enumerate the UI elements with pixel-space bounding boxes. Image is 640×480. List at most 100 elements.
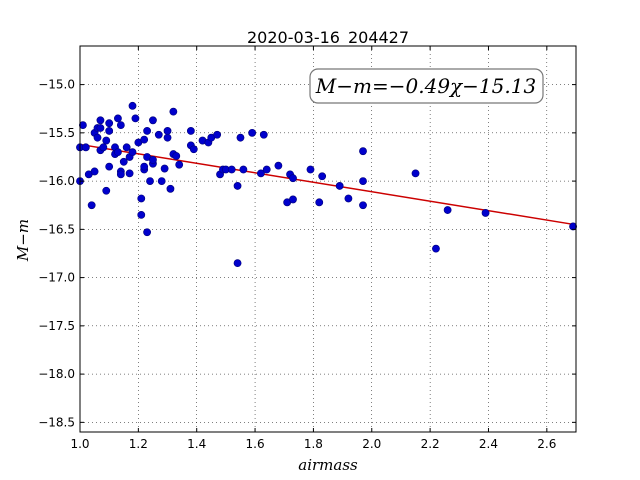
x-tick-label: 2.2 [421, 437, 440, 451]
y-tick-label: −17.0 [38, 271, 75, 285]
data-point [248, 128, 257, 137]
data-point [116, 170, 125, 179]
data-point [105, 119, 114, 128]
data-point [128, 148, 137, 157]
data-point [443, 206, 452, 214]
data-point [259, 130, 268, 139]
data-point [166, 184, 175, 193]
y-axis-label: M−m [14, 219, 32, 262]
data-point [137, 210, 146, 219]
data-point [318, 172, 327, 181]
data-point [186, 127, 195, 135]
data-point [154, 130, 163, 139]
x-tick-label: 2.4 [479, 437, 498, 451]
x-tick-label: 1.4 [187, 437, 206, 451]
data-point [359, 147, 367, 156]
data-point [105, 127, 114, 135]
data-point [289, 195, 297, 204]
data-point [262, 165, 271, 174]
data-point [119, 157, 128, 166]
data-point [256, 169, 265, 178]
data-point [172, 152, 181, 160]
data-point [274, 161, 283, 170]
data-point [102, 186, 111, 195]
data-point [99, 143, 108, 152]
data-point [146, 177, 154, 185]
data-point [122, 143, 131, 152]
y-tick-labels: −15.0 −15.5 −16.0 −16.5 −17.0 −17.5 −18.0 −18.5 [38, 78, 75, 430]
data-point [114, 114, 122, 123]
data-point [233, 182, 242, 190]
data-point [411, 169, 420, 178]
data-point [143, 228, 152, 237]
x-tick-label: 2.0 [362, 437, 381, 451]
plot-area [76, 45, 577, 433]
y-tick-label: −16.0 [38, 174, 75, 188]
x-axis-label: airmass [298, 456, 358, 474]
fit-annotation: M−m=−0.49χ−15.13 [309, 68, 544, 104]
y-tick-label: −15.5 [38, 126, 75, 140]
data-point [481, 209, 490, 217]
data-point [335, 182, 344, 190]
data-point [344, 194, 353, 203]
data-point [306, 165, 315, 174]
data-point [81, 143, 90, 152]
data-point [239, 165, 248, 174]
data-point [233, 259, 242, 268]
data-point [79, 121, 87, 130]
data-point [149, 116, 157, 125]
data-point [432, 244, 440, 253]
data-points [76, 101, 577, 268]
annotation-text: M−m=−0.49χ−15.13 [315, 74, 536, 98]
data-point [289, 174, 297, 183]
data-point [131, 114, 140, 123]
y-tick-label: −18.0 [38, 367, 75, 381]
data-point [105, 162, 114, 171]
chart-title: 2020-03-16_204427 [247, 28, 409, 48]
data-point [149, 155, 157, 164]
data-point [189, 145, 198, 154]
data-point [143, 127, 152, 135]
plot-frame [79, 45, 577, 433]
data-point [169, 107, 178, 116]
data-point [128, 101, 137, 110]
x-tick-labels: 1.0 1.2 1.4 1.6 1.8 2.0 2.2 2.4 2.6 [70, 437, 556, 451]
x-tick-label: 1.6 [246, 437, 265, 451]
data-point [175, 160, 184, 169]
data-point [213, 130, 222, 139]
data-point [359, 201, 367, 210]
data-point [137, 194, 146, 203]
data-point [96, 124, 105, 132]
y-tick-label: −17.5 [38, 319, 75, 333]
annotation-box [309, 68, 544, 104]
data-point [90, 167, 99, 176]
data-point [359, 177, 367, 185]
fit-line [79, 143, 577, 226]
data-point [160, 164, 169, 173]
x-tick-label: 2.6 [537, 437, 556, 451]
data-point [93, 133, 102, 142]
data-point [140, 162, 149, 171]
data-point [102, 136, 111, 145]
data-point [163, 133, 172, 142]
plot-background [80, 46, 576, 432]
data-point [114, 148, 122, 157]
x-tick-label: 1.0 [70, 437, 89, 451]
data-point [125, 169, 134, 178]
data-point [163, 127, 172, 135]
data-point [236, 133, 245, 142]
data-point [315, 198, 324, 207]
data-point [140, 135, 149, 144]
data-point [157, 177, 166, 185]
data-point [569, 222, 577, 231]
y-tick-label: −18.5 [38, 415, 75, 429]
data-point [87, 201, 96, 210]
axis-ticks [79, 46, 576, 432]
data-point [116, 121, 125, 130]
y-tick-label: −15.0 [38, 78, 75, 92]
data-point [96, 116, 105, 125]
x-tick-label: 1.8 [304, 437, 323, 451]
y-tick-label: −16.5 [38, 222, 75, 236]
x-tick-label: 1.2 [129, 437, 148, 451]
